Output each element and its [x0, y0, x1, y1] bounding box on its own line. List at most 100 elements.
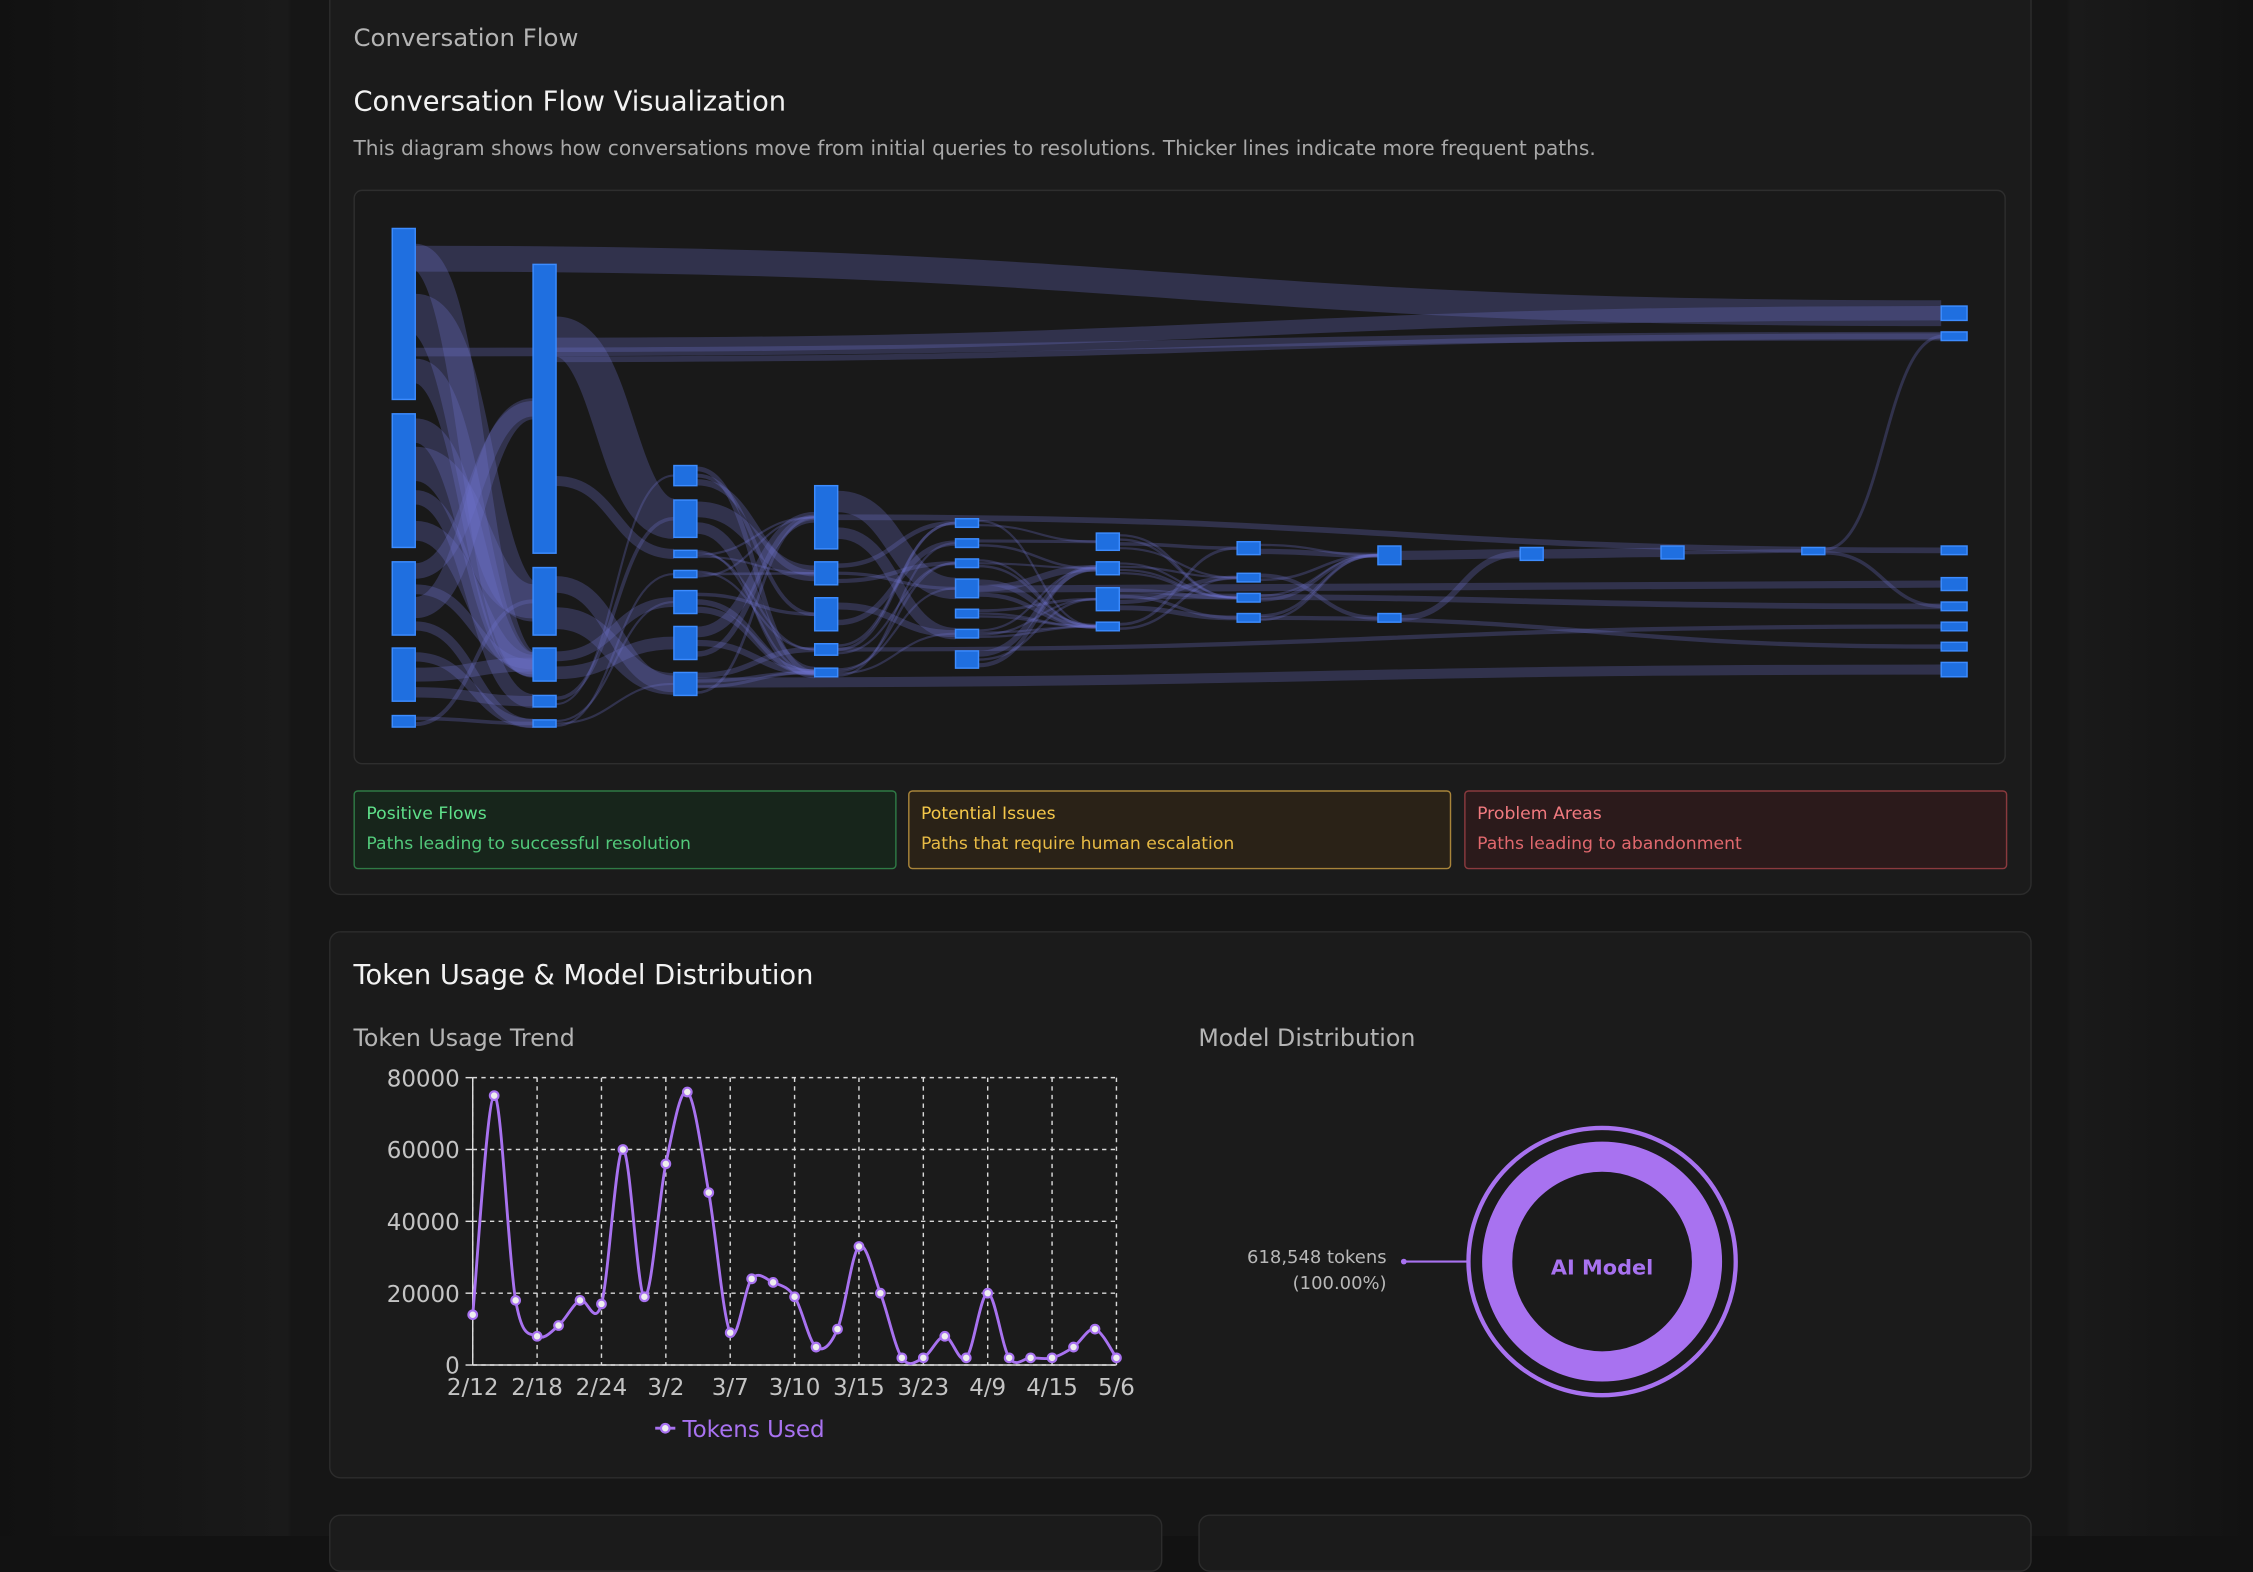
sankey-link: [837, 587, 956, 671]
sankey-link: [414, 490, 535, 709]
legend-title: Positive Flows: [366, 803, 487, 824]
sankey-node: [1377, 612, 1402, 623]
sankey-link: [1260, 548, 1378, 559]
sankey-link: [411, 243, 537, 678]
sankey-link: [978, 612, 1097, 628]
sankey-link: [1119, 572, 1238, 599]
sankey-link: [696, 473, 815, 617]
sankey-link: [696, 571, 815, 576]
sankey-link: [415, 716, 534, 726]
sankey-link: [1119, 542, 1238, 550]
legend-title: Problem Areas: [1477, 803, 1602, 824]
data-point: [596, 1298, 607, 1310]
sankey-link: [1119, 547, 1238, 579]
sankey-link: [556, 600, 674, 723]
sankey-link: [978, 580, 1942, 593]
sankey-link: [1260, 554, 1378, 622]
sankey-links: [410, 243, 1943, 729]
data-point: [810, 1341, 822, 1353]
sankey-link: [414, 584, 534, 670]
sankey-link: [978, 625, 1097, 634]
sankey-link: [978, 567, 1097, 632]
sankey-node: [1940, 641, 1968, 652]
sankey-node: [673, 569, 698, 579]
sankey-node: [391, 714, 416, 728]
legend-swatch: [659, 1422, 671, 1434]
sankey-link: [1119, 605, 1238, 621]
legend-card: Problem Areas Paths leading to abandonme…: [1464, 790, 2008, 870]
sankey-link: [696, 511, 816, 638]
sankey-node: [1095, 532, 1121, 552]
sankey-link: [412, 446, 536, 619]
sankey-link: [555, 516, 675, 701]
data-point: [896, 1352, 908, 1364]
sankey-link: [412, 358, 536, 677]
sankey-link: [415, 245, 1942, 327]
sankey-link: [837, 562, 956, 673]
sankey-node: [1940, 601, 1968, 612]
data-point: [1068, 1341, 1079, 1353]
y-tick-label: 40000: [387, 1210, 460, 1236]
legend-card: Potential Issues Paths that require huma…: [908, 790, 1452, 870]
sankey-link: [414, 621, 534, 729]
sankey-link: [1119, 538, 1238, 599]
data-point: [1003, 1352, 1015, 1364]
sankey-link: [696, 551, 815, 651]
sankey-link: [837, 542, 956, 677]
data-point: [982, 1287, 994, 1299]
sankey-frame: [353, 189, 2006, 765]
sankey-link: [978, 539, 1097, 544]
sankey-node: [673, 625, 698, 661]
sankey-node: [813, 597, 839, 632]
donut-slice: [1482, 1141, 1723, 1382]
sankey-node: [532, 647, 557, 682]
sankey-link: [1824, 551, 1943, 609]
sankey-node: [673, 464, 698, 487]
sankey-link: [696, 515, 815, 694]
sankey-node: [954, 558, 980, 569]
data-point: [917, 1352, 929, 1364]
sankey-link: [837, 632, 956, 675]
sankey-link: [837, 520, 956, 568]
sankey-link: [978, 544, 1097, 570]
sankey-link: [1119, 576, 1238, 630]
sankey-link: [837, 624, 1942, 652]
center-label: AI Model: [1551, 1255, 1653, 1279]
data-point: [681, 1086, 693, 1098]
sankey-link: [837, 521, 956, 647]
sankey-link: [414, 401, 535, 579]
sankey-link: [1260, 553, 1378, 602]
charts: 0 20000 40000 60000 80000 2/12 2/18 2/24 3/2 3/7 3…: [387, 1066, 1738, 1443]
value-label: 618,548 tokens: [1247, 1247, 1387, 1268]
sankey-node: [1236, 592, 1261, 603]
sankey-node: [532, 566, 557, 636]
sankey-link: [415, 687, 534, 707]
data-point: [574, 1294, 586, 1306]
sankey-link: [415, 331, 1942, 357]
data-point: [853, 1241, 865, 1252]
x-tick-label: 5/6: [1098, 1375, 1135, 1401]
sankey-link: [1119, 546, 1238, 626]
sankey-link: [696, 592, 815, 616]
sankey-node: [1940, 621, 1968, 632]
chart-title: Token Usage Trend: [353, 1024, 575, 1052]
data-point: [724, 1327, 736, 1339]
y-tick-label: 60000: [387, 1138, 460, 1164]
sankey-link: [837, 571, 956, 591]
sankey-link: [696, 516, 815, 578]
sankey-link: [978, 519, 1097, 628]
donut-outline: [1466, 1125, 1738, 1398]
x-tick-label: 3/7: [712, 1375, 749, 1401]
sankey-node: [1940, 331, 1968, 342]
sankey-link: [978, 615, 1097, 628]
sankey-link: [556, 333, 1942, 363]
data-point: [1111, 1352, 1122, 1364]
x-tick-label: 3/15: [833, 1375, 885, 1401]
legend-text: Paths leading to successful resolution: [366, 833, 691, 854]
sankey-link: [696, 670, 815, 683]
sankey-link: [552, 316, 678, 539]
sankey-link: [837, 527, 957, 640]
data-point: [960, 1352, 972, 1364]
y-tick-label: 0: [445, 1354, 460, 1380]
sankey-link: [1260, 573, 1378, 620]
